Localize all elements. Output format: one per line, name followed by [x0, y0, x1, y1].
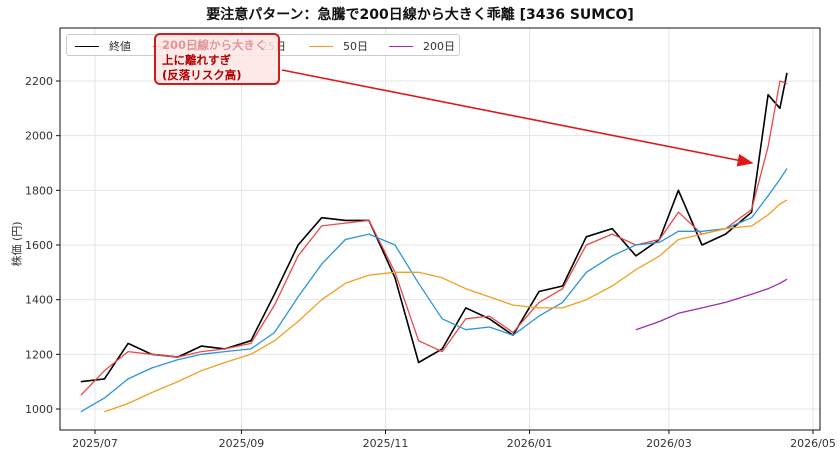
- svg-text:2025/11: 2025/11: [363, 437, 409, 450]
- svg-text:2026/01: 2026/01: [507, 437, 553, 450]
- svg-text:2000: 2000: [25, 130, 53, 143]
- axes-frame: [59, 27, 821, 431]
- annotation-line-2: 上に離れすぎ: [162, 53, 231, 67]
- chart-title: 要注意パターン：急騰で200日線から大きく乖離 [3436 SUMCO]: [206, 7, 634, 23]
- svg-text:2200: 2200: [25, 75, 53, 88]
- x-axis-ticks: 2025/07 2025/09 2025/11 2026/01 2026/03 2026/…: [72, 430, 836, 450]
- svg-text:1800: 1800: [25, 184, 53, 197]
- legend-label: 50日: [343, 40, 368, 53]
- legend-label: 終値: [109, 40, 131, 53]
- svg-text:1400: 1400: [25, 294, 53, 307]
- warning-annotation: 200日線から大きく 上に離れすぎ (反落リスク高): [154, 33, 280, 85]
- legend-item-ma50: 50日: [309, 38, 368, 54]
- series-line: [104, 199, 788, 413]
- y-axis-ticks: 1000 1200 1400 1600 1800 2000 2200: [25, 75, 60, 416]
- legend-line-icon: [75, 45, 99, 47]
- svg-text:1200: 1200: [25, 348, 53, 361]
- svg-text:1600: 1600: [25, 239, 53, 252]
- annotation-line-3: (反落リスク高): [162, 68, 242, 82]
- legend-line-icon: [389, 45, 413, 47]
- legend-line-icon: [309, 45, 333, 47]
- series-line: [80, 72, 788, 383]
- grid-lines: [60, 28, 820, 430]
- series-line: [80, 80, 788, 396]
- svg-text:2026/03: 2026/03: [646, 437, 692, 450]
- series-line: [635, 278, 788, 331]
- annotation-arrow: [281, 69, 754, 167]
- series-lines: [80, 72, 788, 413]
- svg-text:2025/09: 2025/09: [219, 437, 265, 450]
- svg-text:2026/05: 2026/05: [790, 437, 836, 450]
- svg-text:1000: 1000: [25, 403, 53, 416]
- legend-item-close: 終値: [75, 38, 131, 54]
- annotation-line-1: 200日線から大きく: [162, 38, 267, 52]
- svg-text:2025/07: 2025/07: [72, 437, 118, 450]
- y-axis-label: 株価 (円): [10, 221, 24, 267]
- legend-item-ma200: 200日: [389, 38, 455, 54]
- series-line: [80, 168, 788, 413]
- legend-label: 200日: [423, 40, 455, 53]
